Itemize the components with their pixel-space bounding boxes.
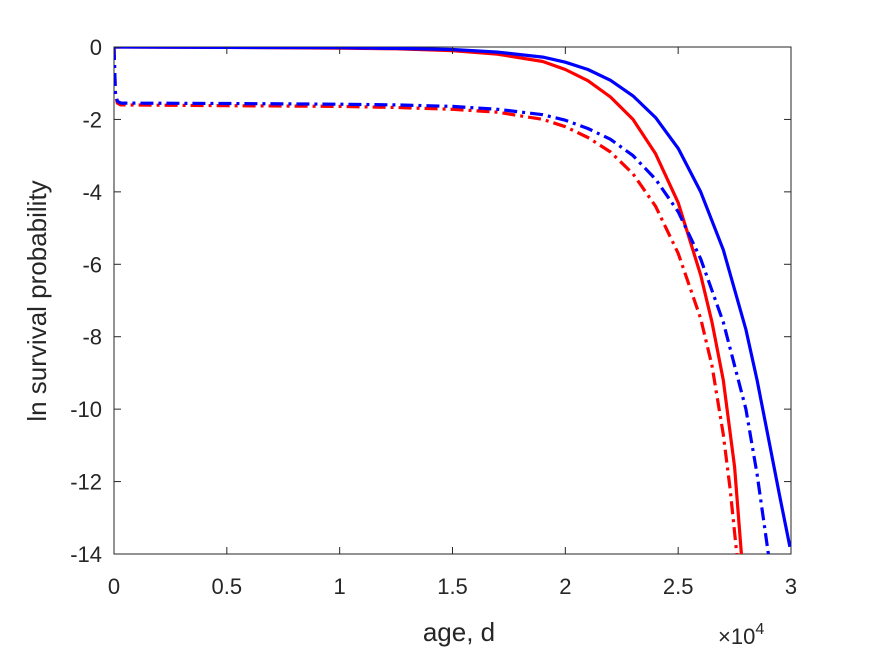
tick-layer: 0 0.5 1 1.5 2 2.5 3 0 -2 -4 -6 -8 -10 -12 -14 (70, 35, 797, 599)
x-exponent-base: ×10 (718, 624, 755, 649)
y-tick-label: -12 (70, 470, 102, 495)
x-tick-label: 3 (785, 574, 797, 599)
x-tick-label: 2 (559, 574, 571, 599)
y-tick-label: -8 (82, 325, 102, 350)
x-tick-label: 1 (334, 574, 346, 599)
y-tick-label: 0 (90, 35, 102, 60)
x-tick-label: 1.5 (437, 574, 468, 599)
y-tick-label: -6 (82, 252, 102, 277)
series-line-3-dashdot (114, 47, 739, 554)
x-tick-label: 0.5 (212, 574, 243, 599)
x-tick-label: 2.5 (663, 574, 694, 599)
y-tick-label: -4 (82, 180, 102, 205)
series-line-2-solid (114, 47, 791, 548)
series-line-4-dashdot (114, 47, 770, 554)
series-layer (114, 47, 791, 554)
x-axis-label: age, d (423, 617, 495, 647)
y-axis-label: ln survival probability (22, 180, 52, 421)
plot-area (113, 46, 792, 555)
y-tick-label: -2 (82, 107, 102, 132)
y-tick-label: -10 (70, 397, 102, 422)
x-exponent-label: ×104 (718, 621, 764, 649)
x-tick-label: 0 (108, 574, 120, 599)
y-tick-label: -14 (70, 542, 102, 567)
x-exponent-power: 4 (755, 621, 764, 638)
